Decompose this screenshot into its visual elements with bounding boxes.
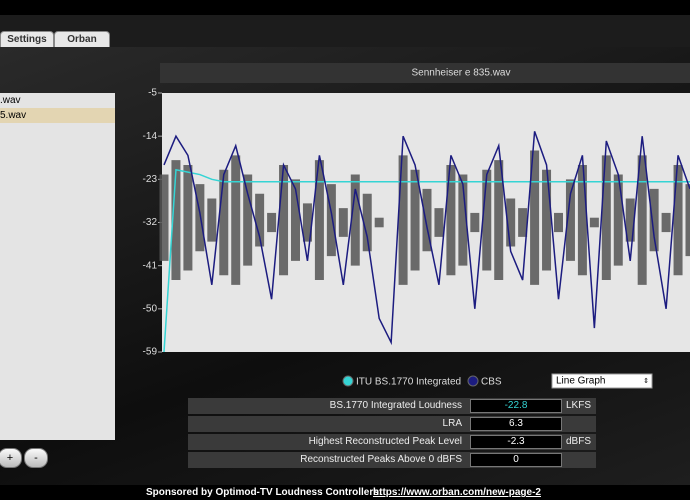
y-tick-label: -23 (143, 174, 158, 185)
stats-value: 6.3 (470, 417, 562, 431)
file-item[interactable]: 5.wav (0, 108, 115, 123)
file-item[interactable]: .wav (0, 95, 21, 106)
series-line (163, 168, 690, 353)
stats-label: LRA (442, 418, 462, 429)
chart-header (160, 63, 690, 83)
stats-value: -22.8 (470, 399, 562, 413)
stats-value: -2.3 (470, 435, 562, 449)
stats-label: Reconstructed Peaks Above 0 dBFS (300, 454, 462, 465)
select-arrow: ⇕ (643, 377, 649, 385)
graph-select[interactable] (551, 373, 653, 389)
add-button[interactable]: + (0, 448, 22, 468)
top-bar (0, 0, 690, 15)
tab[interactable]: Settings (0, 31, 54, 48)
y-tick-label: -32 (143, 217, 158, 228)
footer: Sponsored by Optimod-TV Loudness Control… (0, 485, 690, 500)
stats-row: LRA 6.3 (188, 416, 596, 432)
y-tick-label: -59 (143, 347, 158, 358)
footer-link[interactable]: https://www.orban.com/new-page-2 (373, 487, 541, 498)
stats-label: BS.1770 Integrated Loudness (329, 400, 462, 411)
file-list (0, 93, 115, 440)
tab[interactable]: Orban (54, 31, 110, 48)
stats-row: Reconstructed Peaks Above 0 dBFS 0 (188, 452, 596, 468)
series-line (163, 131, 690, 346)
legend-marker (467, 375, 479, 387)
graph-select-label[interactable]: Line Graph (556, 376, 605, 387)
chart: Sennheiser e 835.wav ITU BS.1770 Integra… (143, 63, 690, 389)
legend-marker (342, 375, 354, 387)
stats-unit: LKFS (566, 400, 592, 411)
y-tick-label: -14 (143, 131, 158, 142)
y-tick-label: -50 (143, 303, 158, 314)
stats-unit: dBFS (566, 436, 592, 447)
stats-row: BS.1770 Integrated Loudness -22.8 LKFS (188, 398, 596, 414)
remove-button[interactable]: - (24, 448, 48, 468)
footer-text: Sponsored by Optimod-TV Loudness Control… (146, 487, 383, 498)
stats-value: 0 (470, 453, 562, 467)
stats-row: Highest Reconstructed Peak Level -2.3 dBFS (188, 434, 596, 450)
y-tick-label: -41 (143, 260, 158, 271)
legend-label: CBS (481, 377, 502, 388)
stats-label: Highest Reconstructed Peak Level (308, 436, 462, 447)
chart-title: Sennheiser e 835.wav (412, 68, 511, 79)
legend-label: ITU BS.1770 Integrated (356, 377, 461, 388)
tab-bar (0, 15, 690, 47)
y-tick-label: -5 (148, 88, 157, 99)
